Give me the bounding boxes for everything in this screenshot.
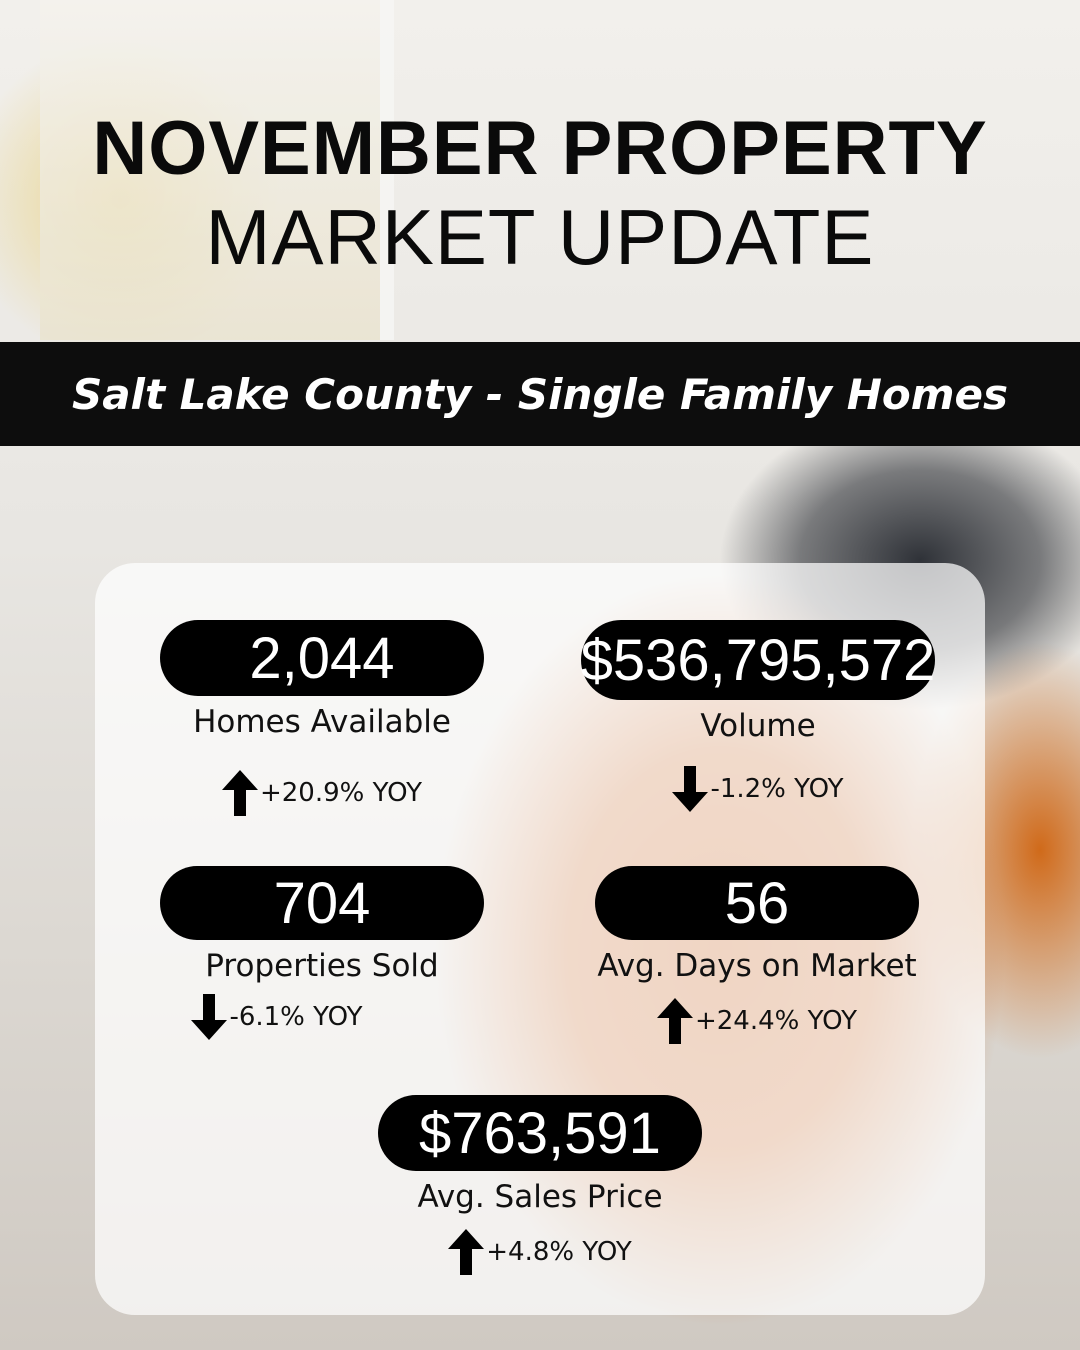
stat-change: +24.4% YOY bbox=[547, 998, 967, 1044]
stat-label: Volume bbox=[700, 708, 816, 744]
stat-change: +20.9% YOY bbox=[112, 770, 532, 816]
stat-label: Avg. Days on Market bbox=[597, 948, 917, 984]
arrow-down-icon bbox=[191, 994, 228, 1040]
stat-value-pill: 56 bbox=[595, 866, 919, 940]
stat-change: +4.8% YOY bbox=[330, 1229, 750, 1275]
stat-properties-sold: 704 Properties Sold -6.1% YOY bbox=[112, 866, 532, 1040]
stat-change-text: -6.1% YOY bbox=[229, 1002, 363, 1032]
background-photo-window bbox=[40, 0, 394, 340]
arrow-down-icon bbox=[672, 766, 709, 812]
subtitle-band: Salt Lake County - Single Family Homes bbox=[0, 342, 1080, 446]
stat-days-on-market: 56 Avg. Days on Market +24.4% YOY bbox=[547, 866, 967, 1044]
title-line1: NOVEMBER PROPERTY bbox=[92, 106, 988, 191]
subtitle: Salt Lake County - Single Family Homes bbox=[71, 369, 1009, 419]
stat-label: Properties Sold bbox=[205, 948, 439, 984]
arrow-up-icon bbox=[448, 1229, 485, 1275]
stat-label: Avg. Sales Price bbox=[417, 1179, 663, 1215]
stat-value-pill: 2,044 bbox=[160, 620, 484, 696]
stat-value-pill: $536,795,572 bbox=[581, 620, 935, 700]
stat-label: Homes Available bbox=[193, 704, 451, 740]
stat-value-pill: $763,591 bbox=[378, 1095, 702, 1171]
stat-value-pill: 704 bbox=[160, 866, 484, 940]
stat-change: -1.2% YOY bbox=[548, 766, 968, 812]
title-line2: MARKET UPDATE bbox=[205, 193, 875, 281]
stat-volume: $536,795,572 Volume -1.2% YOY bbox=[548, 620, 968, 812]
stat-change-text: -1.2% YOY bbox=[710, 774, 844, 804]
stat-avg-sales-price: $763,591 Avg. Sales Price +4.8% YOY bbox=[330, 1095, 750, 1275]
stat-change: -6.1% YOY bbox=[22, 994, 532, 1040]
arrow-up-icon bbox=[221, 770, 258, 816]
stat-change-text: +24.4% YOY bbox=[694, 1006, 858, 1036]
stat-change-text: +20.9% YOY bbox=[259, 778, 423, 808]
stat-homes-available: 2,044 Homes Available +20.9% YOY bbox=[112, 620, 532, 816]
stat-change-text: +4.8% YOY bbox=[486, 1237, 632, 1267]
arrow-up-icon bbox=[656, 998, 693, 1044]
